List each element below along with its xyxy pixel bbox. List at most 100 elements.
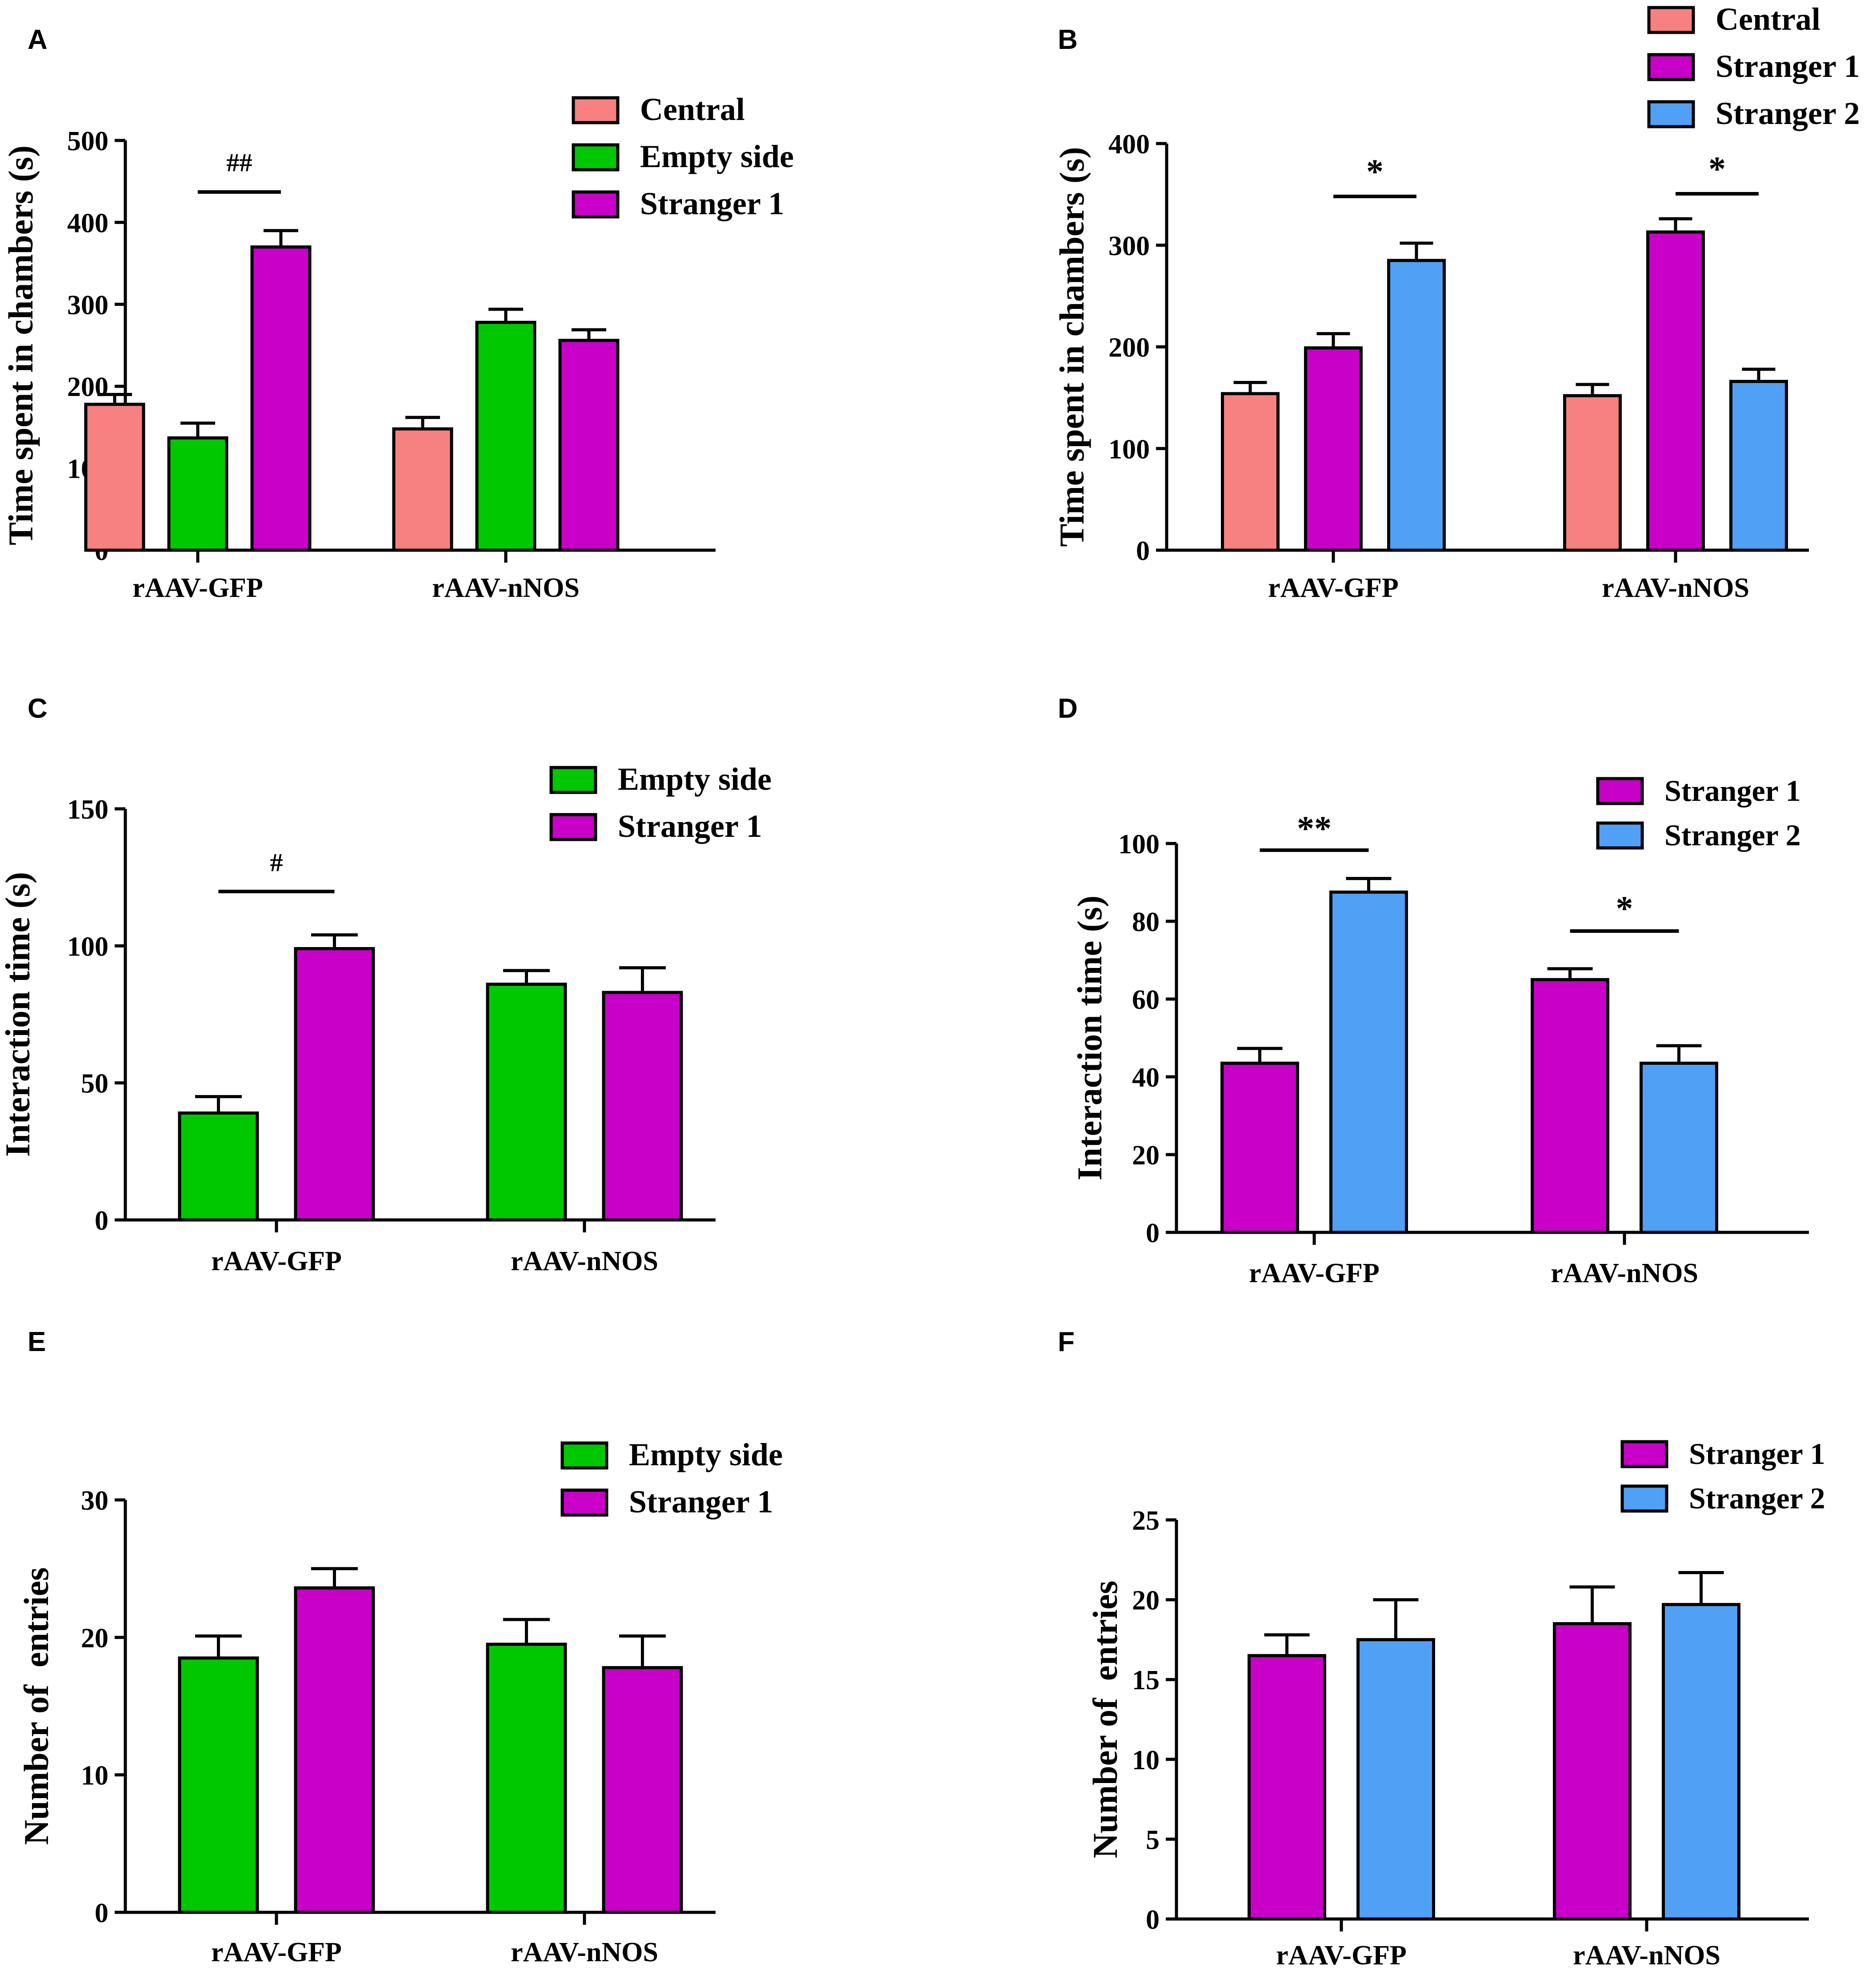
panel-d: D 0 20 40 60 80 100 Interaction time (s) rAAV-GF… <box>1058 693 1809 1288</box>
y-tick-label: 0 <box>1146 1218 1160 1248</box>
legend-swatch <box>1596 821 1644 850</box>
y-tick-label: 0 <box>1136 536 1150 566</box>
y-tick-label: 150 <box>67 795 108 825</box>
y-axis-label: Time spent in chambers (s) <box>1 145 40 545</box>
legend-swatch <box>572 190 620 219</box>
x-tick-label: rAAV-nNOS <box>1573 1940 1720 1971</box>
legend-label: Empty side <box>640 139 794 174</box>
x-tick-label: rAAV-nNOS <box>1602 573 1749 603</box>
legend-swatch <box>1596 777 1644 805</box>
legend-swatch <box>572 143 620 172</box>
panel-f: F 0 5 10 15 20 25 Number of entries rAAV-GFP rAAV… <box>1058 1327 1825 1971</box>
bar-central-raav-nnos <box>392 427 453 552</box>
y-axis-label: Time spent in chambers (s) <box>1052 147 1091 547</box>
legend-label: Empty side <box>618 761 772 797</box>
significance-label: * <box>1366 152 1384 191</box>
legend-label: Empty side <box>629 1437 783 1472</box>
x-tick-label: rAAV-GFP <box>132 573 263 603</box>
legend-label: Stranger 2 <box>1664 818 1801 852</box>
panel-letter: D <box>1058 693 1078 724</box>
y-tick-label: 100 <box>1118 829 1160 860</box>
y-tick-label: 20 <box>81 1623 108 1653</box>
x-tick-label: rAAV-nNOS <box>511 1937 658 1967</box>
legend-swatch <box>560 1488 608 1517</box>
legend-swatch <box>1647 53 1695 81</box>
legend-label: Central <box>1716 1 1820 37</box>
bar-stranger-2-raav-gfp <box>1356 1638 1435 1921</box>
bar-empty-side-raav-nnos <box>486 1643 567 1914</box>
y-tick-label: 40 <box>1132 1063 1160 1093</box>
bar-stranger-2-raav-nnos <box>1662 1603 1740 1921</box>
y-axis-label: Interaction time (s) <box>1070 896 1109 1180</box>
legend-swatch <box>1620 1484 1668 1513</box>
bar-stranger-1-raav-gfp <box>250 245 312 552</box>
bar-stranger-1-raav-nnos <box>602 991 683 1222</box>
legend-label: Stranger 2 <box>1716 96 1860 131</box>
y-tick-label: 25 <box>1132 1506 1160 1536</box>
significance-label: * <box>1708 149 1726 188</box>
y-tick-label: 15 <box>1132 1665 1160 1695</box>
y-axis-label: Number of entries <box>1086 1581 1124 1859</box>
bar-stranger-1-raav-gfp <box>1304 346 1363 552</box>
bar-empty-side-raav-nnos <box>475 320 536 552</box>
y-tick-label: 500 <box>67 126 108 156</box>
bar-central-raav-gfp <box>1221 392 1280 552</box>
bar-stranger-2-raav-gfp <box>1387 259 1446 552</box>
x-tick-label: rAAV-GFP <box>1249 1258 1380 1288</box>
significance-label: ## <box>227 148 252 177</box>
legend-swatch <box>560 1441 608 1470</box>
legend-swatch <box>572 96 620 124</box>
y-tick-label: 50 <box>81 1069 108 1099</box>
y-tick-label: 100 <box>67 932 108 962</box>
bar-stranger-1-raav-nnos <box>1531 978 1609 1234</box>
legend-label: Central <box>640 92 745 127</box>
panel-b: B 0 100 200 300 400 Time spent in chambers (s)… <box>1052 1 1860 603</box>
bar-stranger-1-raav-gfp <box>1220 1061 1299 1234</box>
significance-label: # <box>270 848 283 877</box>
bar-stranger-1-raav-gfp <box>294 947 375 1222</box>
x-tick-label: rAAV-GFP <box>211 1246 342 1276</box>
x-tick-label: rAAV-nNOS <box>511 1246 658 1276</box>
legend-swatch <box>1647 100 1695 128</box>
y-tick-label: 80 <box>1132 907 1160 937</box>
bar-empty-side-raav-gfp <box>178 1656 259 1914</box>
y-axis-label: Interaction time (s) <box>0 872 37 1157</box>
bar-empty-side-raav-gfp <box>167 436 228 552</box>
bar-empty-side-raav-gfp <box>178 1111 259 1222</box>
y-tick-label: 60 <box>1132 985 1160 1015</box>
y-tick-label: 0 <box>95 1898 108 1928</box>
panel-letter: A <box>28 24 48 55</box>
legend-label: Stranger 2 <box>1689 1481 1825 1515</box>
bar-central-raav-nnos <box>1563 394 1622 552</box>
y-tick-label: 10 <box>1132 1745 1160 1775</box>
x-tick-label: rAAV-GFP <box>1276 1940 1407 1971</box>
legend-swatch <box>1620 1440 1668 1468</box>
y-tick-label: 20 <box>1132 1140 1160 1171</box>
legend-label: Stranger 1 <box>1716 48 1860 84</box>
y-tick-label: 300 <box>67 290 108 320</box>
bar-empty-side-raav-nnos <box>486 983 567 1222</box>
y-tick-label: 400 <box>1108 129 1150 160</box>
bar-stranger-1-raav-nnos <box>602 1666 683 1914</box>
y-tick-label: 300 <box>1108 231 1150 261</box>
y-tick-label: 100 <box>1108 434 1150 464</box>
panel-letter: B <box>1058 24 1078 55</box>
x-tick-label: rAAV-nNOS <box>432 573 580 603</box>
bar-central-raav-gfp <box>84 403 145 552</box>
x-tick-label: rAAV-nNOS <box>1551 1258 1698 1288</box>
y-tick-label: 20 <box>1132 1586 1160 1616</box>
panel-c: C 0 50 100 150 Interaction time (s) rAAV-GFP rA… <box>0 693 772 1276</box>
legend-label: Stranger 1 <box>618 808 762 844</box>
legend-label: Stranger 1 <box>629 1484 773 1519</box>
bar-stranger-2-raav-nnos <box>1640 1061 1718 1234</box>
y-tick-label: 10 <box>81 1761 108 1791</box>
legend-label: Stranger 1 <box>1664 774 1801 808</box>
bar-stranger-1-raav-nnos <box>558 339 620 552</box>
x-tick-label: rAAV-GFP <box>211 1937 342 1967</box>
bar-stranger-1-raav-gfp <box>1248 1654 1326 1921</box>
significance-label: * <box>1616 889 1633 928</box>
legend-label: Stranger 1 <box>640 186 784 221</box>
bar-stranger-1-raav-gfp <box>294 1586 375 1914</box>
panel-a: A0100200300400500Time spent in chambers … <box>1 24 794 603</box>
